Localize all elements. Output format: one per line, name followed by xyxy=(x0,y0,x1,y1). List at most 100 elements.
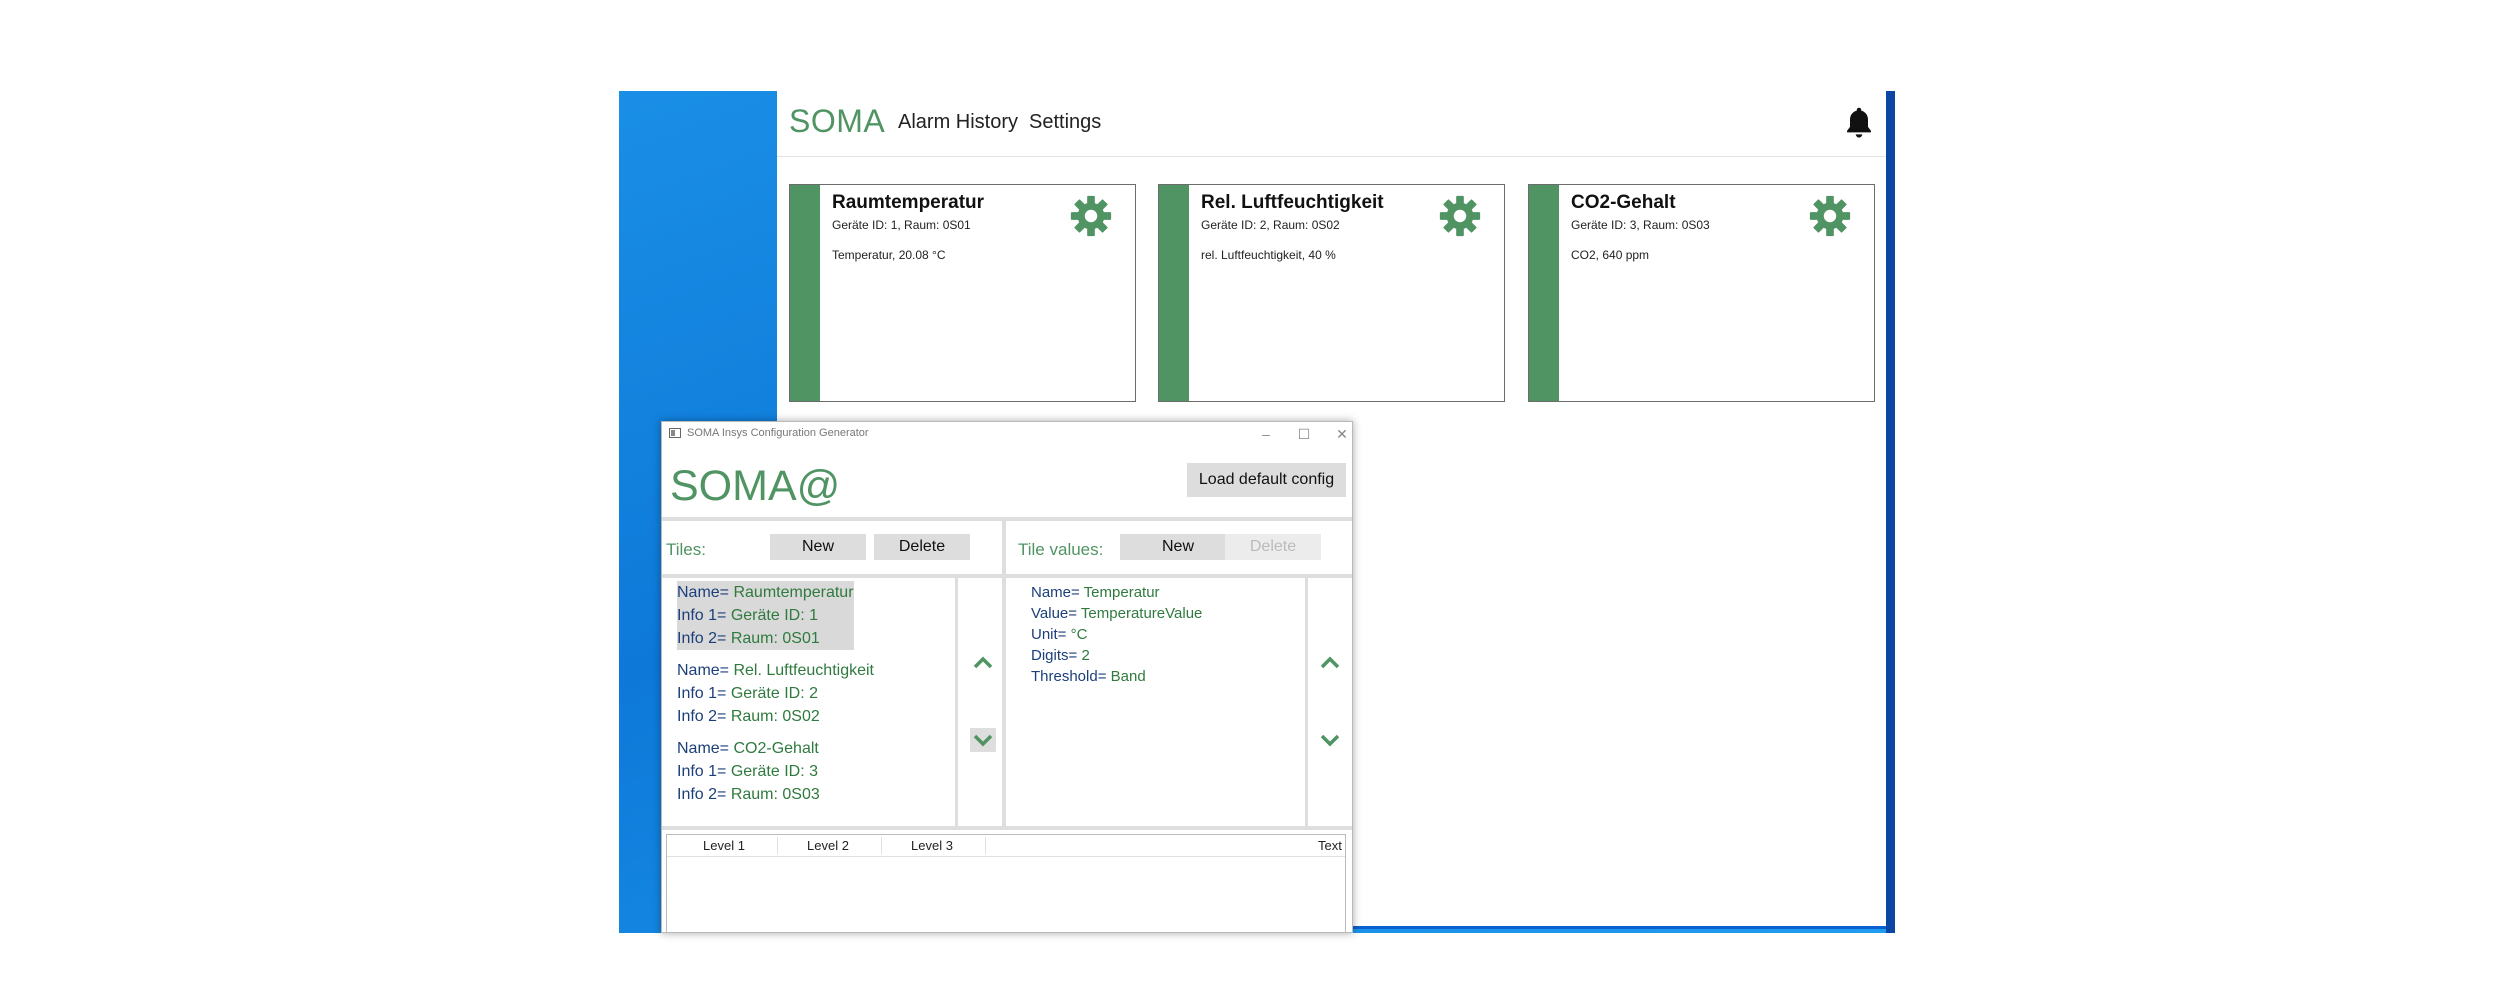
move-value-up-button[interactable] xyxy=(1317,650,1343,674)
divider xyxy=(1002,517,1006,830)
tiles-label: Tiles: xyxy=(666,540,706,559)
delete-tile-button[interactable]: Delete xyxy=(874,534,970,560)
value-text: Raum: 0S02 xyxy=(730,708,820,725)
value-text: Raumtemperatur xyxy=(733,584,854,601)
list-item[interactable]: Name= Temperatur xyxy=(1031,582,1202,603)
close-icon[interactable]: ✕ xyxy=(1336,426,1348,442)
app-window-icon xyxy=(669,428,681,438)
config-generator-window: SOMA Insys Configuration Generator – ☐ ✕… xyxy=(661,421,1353,933)
value-text: Raum: 0S01 xyxy=(730,630,820,647)
move-tile-up-button[interactable] xyxy=(970,650,996,674)
tile-value: Temperatur, 20.08 °C xyxy=(832,248,946,262)
key-label: Name= xyxy=(677,662,734,679)
config-logo: SOMA@ xyxy=(670,462,841,510)
list-item-co2-gehalt[interactable]: Name= CO2-Gehalt Info 1= Geräte ID: 3 In… xyxy=(677,737,820,806)
tile-status-bar xyxy=(1529,185,1559,401)
delete-tile-value-button: Delete xyxy=(1225,534,1321,560)
column-divider[interactable] xyxy=(777,837,778,854)
window-title: SOMA Insys Configuration Generator xyxy=(687,427,869,439)
app-logo[interactable]: SOMA xyxy=(789,103,886,139)
divider xyxy=(662,574,1352,578)
load-default-config-button[interactable]: Load default config xyxy=(1187,463,1346,497)
gear-icon[interactable] xyxy=(1437,193,1483,239)
tile-info: Geräte ID: 1, Raum: 0S01 xyxy=(832,218,971,232)
move-value-down-button[interactable] xyxy=(1317,728,1343,752)
tile-value: rel. Luftfeuchtigkeit, 40 % xyxy=(1201,248,1336,262)
table-header: Level 1 Level 2 Level 3 Text xyxy=(667,835,1345,857)
tile-rel-luftfeuchtigkeit[interactable]: Rel. Luftfeuchtigkeit Geräte ID: 2, Raum… xyxy=(1158,184,1505,402)
value-text: Raum: 0S03 xyxy=(730,786,820,803)
divider xyxy=(1305,577,1308,827)
divider xyxy=(955,577,958,827)
divider xyxy=(662,826,1352,830)
list-item-raumtemperatur[interactable]: Name= Raumtemperatur Info 1= Geräte ID: … xyxy=(677,581,854,650)
tile-title: Raumtemperatur xyxy=(832,192,985,213)
gear-icon[interactable] xyxy=(1068,193,1114,239)
value-text: CO2-Gehalt xyxy=(733,740,819,757)
tile-info: Geräte ID: 3, Raum: 0S03 xyxy=(1571,218,1710,232)
chevron-up-icon xyxy=(973,656,993,669)
list-item[interactable]: Threshold= Band xyxy=(1031,666,1202,687)
new-tile-value-button[interactable]: New xyxy=(1120,534,1236,560)
value-text: Band xyxy=(1110,668,1146,685)
value-text: Geräte ID: 2 xyxy=(730,685,818,702)
tile-status-bar xyxy=(1159,185,1189,401)
tile-title: CO2-Gehalt xyxy=(1571,192,1676,213)
key-label: Info 2= xyxy=(677,708,731,725)
level-table[interactable]: Level 1 Level 2 Level 3 Text xyxy=(666,834,1346,932)
tile-value: CO2, 640 ppm xyxy=(1571,248,1650,262)
nav-settings[interactable]: Settings xyxy=(1029,111,1102,133)
key-label: Name= xyxy=(1031,584,1084,601)
column-header-level-2[interactable]: Level 2 xyxy=(807,838,849,853)
value-text: Geräte ID: 1 xyxy=(730,607,818,624)
column-divider[interactable] xyxy=(985,837,986,854)
column-divider[interactable] xyxy=(881,837,882,854)
divider xyxy=(662,517,1352,521)
new-tile-button[interactable]: New xyxy=(770,534,866,560)
value-text: 2 xyxy=(1081,647,1090,664)
chevron-down-icon xyxy=(1320,734,1340,747)
list-item[interactable]: Value= TemperatureValue xyxy=(1031,603,1202,624)
chevron-down-icon xyxy=(973,734,993,747)
tile-values-label: Tile values: xyxy=(1018,540,1104,559)
column-header-level-1[interactable]: Level 1 xyxy=(703,838,745,853)
column-header-level-3[interactable]: Level 3 xyxy=(911,838,953,853)
value-text: TemperatureValue xyxy=(1080,605,1203,622)
tile-co2-gehalt[interactable]: CO2-Gehalt Geräte ID: 3, Raum: 0S03 CO2,… xyxy=(1528,184,1875,402)
column-header-text[interactable]: Text xyxy=(1318,838,1342,853)
minimize-icon[interactable]: – xyxy=(1262,426,1270,442)
list-item[interactable]: Digits= 2 xyxy=(1031,645,1202,666)
key-label: Info 1= xyxy=(677,763,731,780)
key-label: Value= xyxy=(1031,605,1081,622)
tile-values-list[interactable]: Name= Temperatur Value= TemperatureValue… xyxy=(1031,582,1202,687)
key-label: Threshold= xyxy=(1031,668,1111,685)
key-label: Unit= xyxy=(1031,626,1071,643)
value-text: °C xyxy=(1070,626,1088,643)
key-label: Digits= xyxy=(1031,647,1082,664)
tile-title: Rel. Luftfeuchtigkeit xyxy=(1201,192,1384,213)
maximize-icon[interactable]: ☐ xyxy=(1297,426,1311,442)
key-label: Info 2= xyxy=(677,630,731,647)
key-label: Info 1= xyxy=(677,685,731,702)
value-text: Temperatur xyxy=(1083,584,1160,601)
key-label: Name= xyxy=(677,584,734,601)
key-label: Info 2= xyxy=(677,786,731,803)
gear-icon[interactable] xyxy=(1807,193,1853,239)
window-titlebar[interactable]: SOMA Insys Configuration Generator – ☐ ✕ xyxy=(662,422,1352,446)
value-text: Geräte ID: 3 xyxy=(730,763,818,780)
list-item-rel-luftfeuchtigkeit[interactable]: Name= Rel. Luftfeuchtigkeit Info 1= Gerä… xyxy=(677,659,874,728)
tile-raumtemperatur[interactable]: Raumtemperatur Geräte ID: 1, Raum: 0S01 … xyxy=(789,184,1136,402)
tile-info: Geräte ID: 2, Raum: 0S02 xyxy=(1201,218,1340,232)
value-text: Rel. Luftfeuchtigkeit xyxy=(733,662,874,679)
top-navigation: SOMA Alarm History Settings xyxy=(777,91,1886,157)
key-label: Info 1= xyxy=(677,607,731,624)
bell-icon[interactable] xyxy=(1842,105,1876,141)
chevron-up-icon xyxy=(1320,656,1340,669)
move-tile-down-button[interactable] xyxy=(970,728,996,752)
desktop-edge xyxy=(1886,91,1895,933)
key-label: Name= xyxy=(677,740,734,757)
nav-alarm-history[interactable]: Alarm History xyxy=(898,111,1019,133)
tile-status-bar xyxy=(790,185,820,401)
list-item[interactable]: Unit= °C xyxy=(1031,624,1202,645)
config-header: SOMA@ xyxy=(662,446,1352,510)
